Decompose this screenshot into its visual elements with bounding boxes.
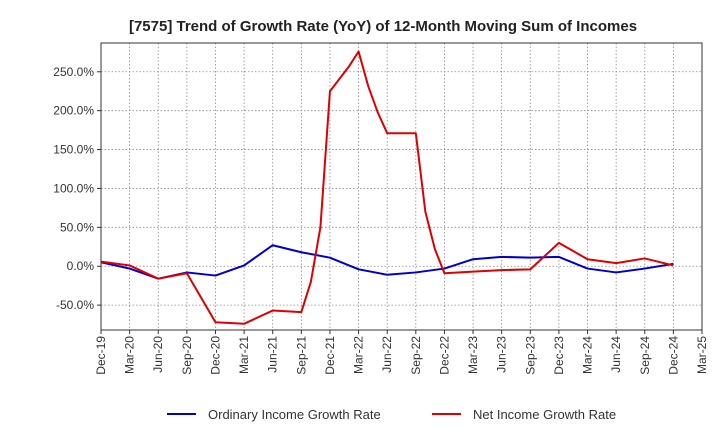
grid [100,43,703,330]
x-tick-label: Mar-23 [466,336,480,374]
plot-border [100,42,703,331]
x-tick-label: Dec-20 [208,336,222,375]
legend-label: Ordinary Income Growth Rate [208,407,381,422]
chart-title: [7575] Trend of Growth Rate (YoY) of 12-… [129,18,637,35]
legend: Ordinary Income Growth Rate Net Income Gr… [167,407,616,422]
y-tick-label: 50.0% [60,220,94,234]
x-tick-label: Sep-24 [638,336,652,375]
x-tick-label: Jun-23 [495,336,509,373]
y-tick-label: -50.0% [56,298,94,312]
y-tick-label: 200.0% [53,104,94,118]
axes: 250.0% 200.0% 150.0% 100.0% 50.0% 0.0% -50.0% D… [53,42,709,375]
x-tick-label: Dec-22 [437,336,451,375]
x-tick-label: Dec-23 [552,336,566,375]
x-tick-label: Sep-22 [409,336,423,375]
y-tick-label: 100.0% [53,181,94,195]
x-tick-label: Mar-21 [237,336,251,374]
x-tick-label: Mar-24 [581,336,595,374]
x-tick-label: Sep-21 [294,336,308,375]
x-tick-label: Mar-25 [695,336,709,374]
x-tick-label: Jun-20 [151,336,165,373]
y-tick-label: 250.0% [53,65,94,79]
x-tick-label: Dec-19 [94,336,108,375]
x-tick-label: Mar-22 [352,336,366,374]
x-tick-label: Dec-24 [666,336,680,375]
x-tick-label: Jun-21 [266,336,280,373]
x-tick-label: Mar-20 [123,336,137,374]
series-line-net-income [100,50,674,325]
x-tick-label: Sep-20 [180,336,194,375]
legend-label: Net Income Growth Rate [473,407,616,422]
x-tick-label: Jun-22 [380,336,394,373]
x-tick-label: Jun-24 [609,336,623,373]
series-line-ordinary-income [100,244,674,280]
series-layer [100,50,674,325]
y-tick-label: 0.0% [67,259,95,273]
y-tick-label: 150.0% [53,143,94,157]
x-tick-label: Dec-21 [323,336,337,375]
x-tick-label: Sep-23 [523,336,537,375]
